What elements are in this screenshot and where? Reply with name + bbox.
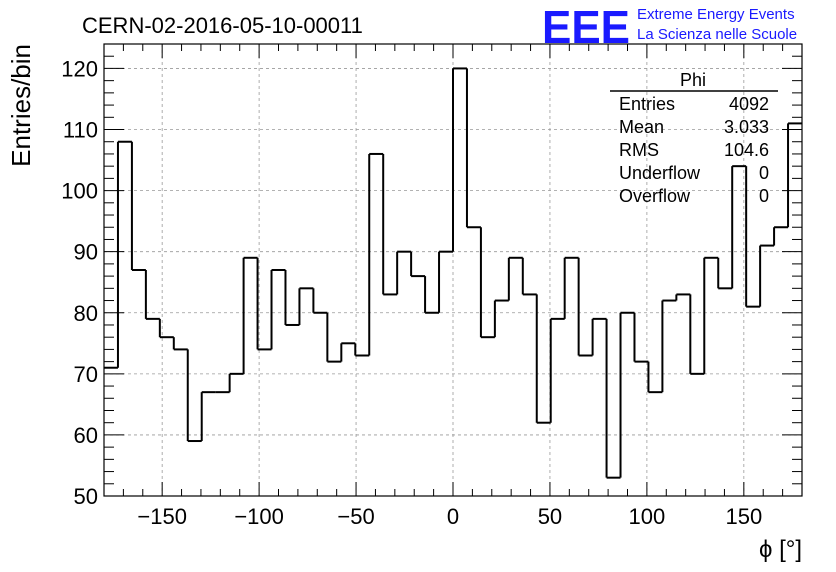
stats-label-rms: RMS [619, 140, 659, 160]
histogram-bins [104, 67, 802, 479]
stats-label-underflow: Underflow [619, 163, 701, 183]
eee-logo-mark: EEE [542, 1, 630, 53]
y-tick-label: 60 [74, 423, 98, 448]
x-tick-label: 150 [725, 504, 762, 529]
stats-value-entries: 4092 [729, 94, 769, 114]
stats-title: Phi [680, 70, 706, 90]
y-tick-label: 50 [74, 484, 98, 509]
eee-logo: EEE Extreme Energy Events La Scienza nel… [542, 1, 797, 53]
x-tick-label: −100 [234, 504, 284, 529]
chart-title: CERN-02-2016-05-10-00011 [82, 13, 363, 38]
x-tick-label: 50 [538, 504, 562, 529]
y-tick-label: 120 [61, 56, 98, 81]
plot-frame [103, 43, 803, 497]
stats-label-mean: Mean [619, 117, 664, 137]
y-axis-label: Entries/bin [6, 44, 36, 167]
logo-line-2: La Scienza nelle Scuole [637, 26, 797, 43]
x-tick-label: −50 [337, 504, 374, 529]
stats-label-entries: Entries [619, 94, 675, 114]
stats-box: Phi Entries 4092 Mean 3.033 RMS 104.6 Un… [610, 70, 778, 206]
y-tick-label: 90 [74, 240, 98, 265]
x-tick-label: 100 [629, 504, 666, 529]
stats-value-mean: 3.033 [724, 117, 769, 137]
y-tick-label: 100 [61, 179, 98, 204]
y-tick-label: 80 [74, 301, 98, 326]
y-tick-label: 70 [74, 362, 98, 387]
stats-label-overflow: Overflow [619, 186, 691, 206]
tick-labels: −150 −100 −50 0 50 100 150 50 60 70 80 90 100 110 120 [61, 56, 762, 529]
logo-line-1: Extreme Energy Events [637, 6, 795, 23]
x-tick-label: −150 [137, 504, 187, 529]
stats-value-rms: 104.6 [724, 140, 769, 160]
stats-value-underflow: 0 [759, 163, 769, 183]
x-tick-label: 0 [447, 504, 459, 529]
y-tick-label: 110 [63, 118, 98, 143]
stats-value-overflow: 0 [759, 186, 769, 206]
x-axis-label: ϕ [°] [759, 536, 802, 563]
